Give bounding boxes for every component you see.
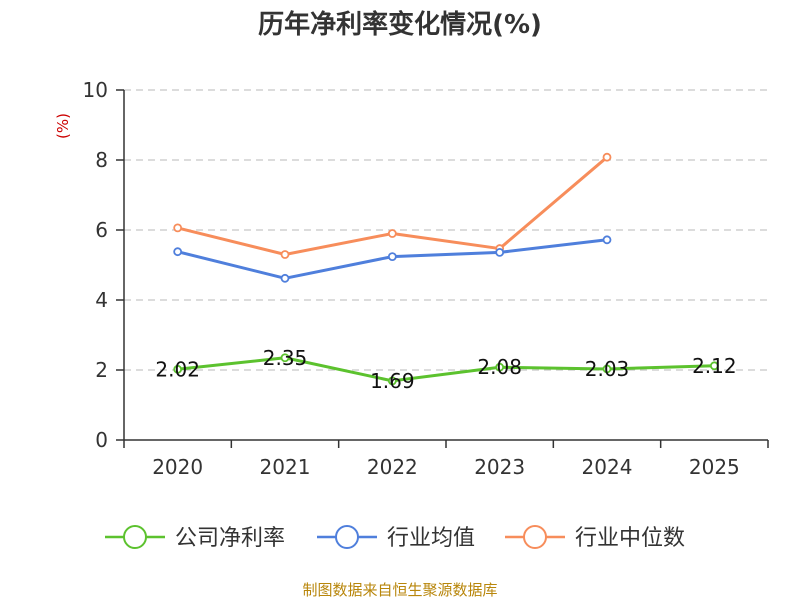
data-point — [602, 152, 612, 162]
axes: 0 2 4 6 8 10 2020 2021 2022 2023 2024 2025 — [83, 78, 769, 479]
data-point — [173, 223, 183, 233]
data-point — [709, 361, 719, 371]
data-point — [387, 229, 397, 238]
data-label: 2.03 — [585, 357, 630, 381]
series-line — [177, 156, 608, 256]
series-line — [177, 356, 715, 383]
x-tick-label: 2021 — [260, 455, 311, 479]
series-layer — [173, 152, 719, 386]
legend: 公司净利率 行业均值 行业中位数 — [105, 525, 685, 551]
data-label: 2.12 — [692, 354, 737, 378]
data-point — [173, 364, 183, 374]
data-point — [387, 252, 397, 262]
grid-lines — [124, 89, 768, 371]
x-tick-label: 2023 — [474, 455, 525, 479]
y-tick-label: 4 — [95, 288, 108, 312]
legend-label: 行业均值 — [387, 526, 475, 551]
data-point — [173, 247, 183, 257]
y-tick-label: 8 — [95, 148, 108, 172]
legend-label: 行业中位数 — [575, 526, 685, 551]
data-point — [280, 353, 290, 363]
y-tick-label: 0 — [95, 428, 108, 452]
x-tick-label: 2022 — [367, 455, 418, 479]
legend-marker — [335, 525, 359, 549]
chart-title: 历年净利率变化情况(%) — [258, 9, 542, 40]
x-tick-label: 2025 — [689, 455, 740, 479]
y-axis-unit: (%) — [54, 113, 72, 139]
legend-label: 公司净利率 — [175, 526, 285, 551]
data-label: 1.69 — [370, 369, 415, 393]
data-labels: 2.02 2.35 1.69 2.08 2.03 2.12 — [155, 346, 736, 393]
data-point — [495, 247, 505, 257]
legend-marker — [523, 525, 547, 549]
legend-marker — [123, 525, 147, 549]
y-tick-label: 6 — [95, 218, 108, 242]
data-point — [387, 376, 397, 386]
y-tick-label: 2 — [95, 358, 108, 382]
data-point — [602, 364, 612, 374]
x-tick-label: 2020 — [152, 455, 203, 479]
data-label: 2.35 — [263, 346, 308, 370]
data-point — [280, 273, 290, 283]
data-point — [602, 235, 612, 245]
y-tick-label: 10 — [83, 78, 108, 102]
data-label: 2.08 — [477, 355, 522, 379]
source-note: 制图数据来自恒生聚源数据库 — [302, 581, 497, 599]
x-tick-label: 2024 — [582, 455, 633, 479]
data-point — [495, 362, 505, 372]
data-label: 2.02 — [155, 357, 200, 381]
data-point — [280, 250, 290, 259]
